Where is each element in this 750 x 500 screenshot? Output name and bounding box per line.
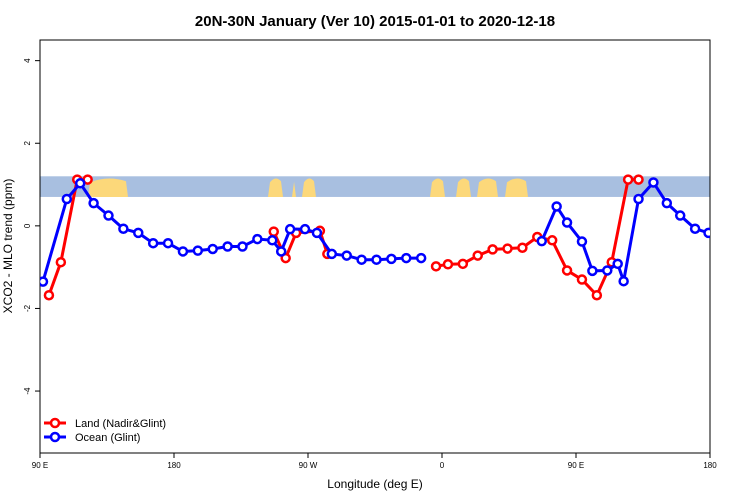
data-point: [622, 174, 634, 185]
data-point: [703, 227, 710, 239]
data-point: [618, 275, 629, 287]
data-point: [551, 201, 562, 212]
data-point: [268, 226, 280, 237]
series-land: [43, 174, 644, 301]
data-point: [284, 223, 296, 235]
legend-label: Land (Nadir&Glint): [75, 418, 166, 430]
y-tick-label: 2: [23, 140, 32, 145]
x-tick-label: 90 E: [32, 461, 48, 470]
map-land-shape: [505, 178, 528, 197]
x-tick-label: 90 W: [299, 461, 318, 470]
data-point: [689, 223, 701, 234]
plot-frame: [39, 39, 711, 454]
map-land-shape: [302, 178, 316, 197]
y-tick-label: 0: [23, 223, 32, 228]
map-land-shape: [268, 178, 283, 197]
map-land-shape: [88, 178, 128, 197]
data-point: [472, 250, 483, 261]
legend-marker: [49, 417, 61, 429]
data-point: [457, 258, 469, 270]
y-tick-label: -2: [23, 304, 32, 312]
data-point: [674, 210, 686, 221]
data-point: [612, 258, 623, 270]
data-point: [43, 289, 55, 301]
data-point: [40, 276, 49, 287]
y-axis: -4 -2 0 2 4: [23, 58, 40, 395]
data-point: [133, 227, 144, 239]
data-point: [517, 242, 528, 253]
x-tick-label: 0: [440, 461, 445, 470]
data-point: [602, 265, 613, 276]
data-point: [633, 174, 644, 185]
data-point: [502, 243, 513, 254]
map-land-shape: [430, 178, 445, 197]
map-band-ocean: [40, 176, 710, 197]
data-point: [326, 248, 338, 260]
data-point: [536, 235, 548, 247]
data-point: [587, 265, 598, 277]
data-point: [275, 246, 287, 257]
data-point: [237, 241, 248, 252]
y-tick-label: 4: [23, 58, 32, 63]
data-point: [103, 210, 114, 221]
data-point: [299, 223, 311, 235]
data-point: [252, 233, 263, 245]
data-point: [192, 245, 204, 256]
data-point: [118, 223, 129, 234]
data-point: [415, 252, 427, 264]
data-point: [430, 261, 442, 272]
data-point: [561, 265, 573, 276]
series-layer: [40, 174, 710, 301]
series-line: [540, 180, 710, 283]
data-point: [311, 227, 323, 239]
data-point: [546, 235, 558, 246]
y-tick-label: -4: [23, 387, 32, 395]
data-point: [386, 253, 397, 265]
chart-title: 20N-30N January (Ver 10) 2015-01-01 to 2…: [195, 13, 555, 30]
data-point: [61, 193, 73, 205]
map-land-shape: [292, 178, 296, 197]
x-tick-label: 90 E: [568, 461, 584, 470]
map-band: [40, 176, 710, 197]
legend-marker: [49, 431, 61, 443]
data-point: [267, 235, 278, 246]
data-point: [162, 237, 174, 249]
data-point: [222, 241, 233, 252]
legend-label: Ocean (Glint): [75, 432, 140, 444]
data-point: [177, 246, 189, 257]
x-axis-label: Longitude (deg E): [327, 477, 422, 491]
map-land-shape: [477, 178, 498, 197]
data-point: [561, 217, 573, 228]
data-point: [371, 254, 382, 265]
legend: Land (Nadir&Glint) Ocean (Glint): [44, 417, 166, 444]
data-point: [207, 243, 218, 255]
data-point: [633, 193, 644, 205]
data-point: [442, 259, 454, 270]
x-tick-label: 180: [703, 461, 717, 470]
y-axis-label: XCO2 - MLO trend (ppm): [1, 179, 15, 314]
data-point: [401, 252, 412, 264]
x-tick-label: 180: [167, 461, 181, 470]
data-point: [576, 236, 588, 247]
data-point: [356, 254, 367, 265]
data-point: [147, 237, 159, 249]
data-point: [341, 250, 352, 261]
data-point: [487, 244, 498, 255]
data-point: [74, 178, 86, 189]
series-clip-group: [40, 174, 710, 301]
data-point: [576, 274, 588, 285]
data-point: [88, 197, 99, 209]
data-point: [661, 197, 673, 209]
data-point: [55, 256, 67, 268]
x-axis: 90 E 180 90 W 0 90 E 180: [32, 453, 717, 470]
data-point: [648, 177, 659, 188]
data-point: [591, 289, 603, 301]
map-land-shape: [456, 178, 471, 197]
series-ocean: [40, 177, 710, 287]
